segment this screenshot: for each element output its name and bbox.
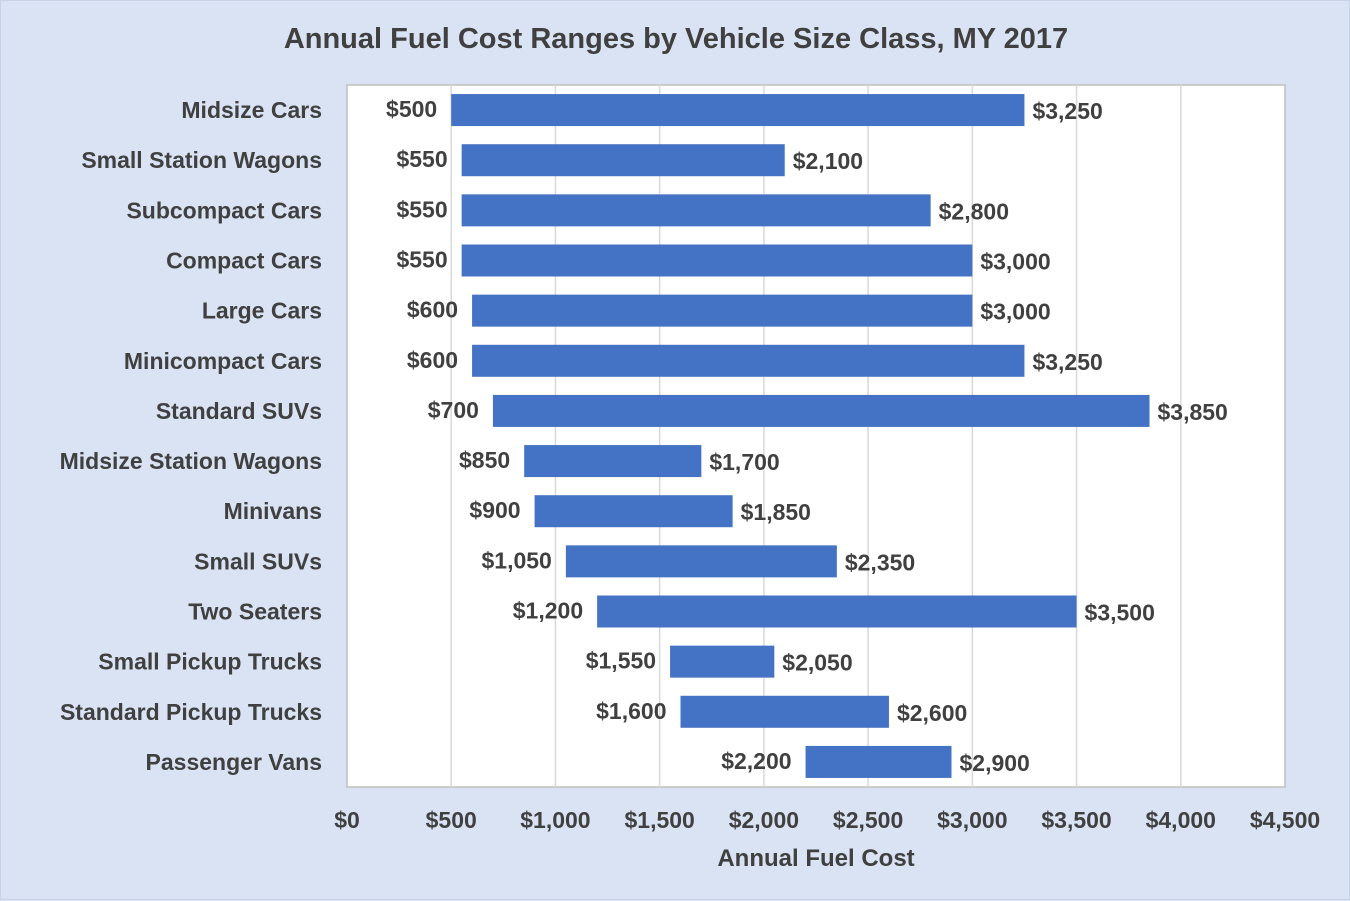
range-bar [472,344,1025,377]
min-value-label: $1,550 [586,648,656,674]
range-bar [524,445,702,478]
min-value-label: $600 [407,347,458,373]
range-bar [565,545,837,578]
max-value-label: $2,900 [959,750,1029,776]
max-value-label: $1,700 [709,449,779,475]
min-value-label: $850 [459,447,510,473]
max-value-label: $3,850 [1158,399,1228,425]
range-bar [461,144,785,177]
category-label: Midsize Cars [181,97,322,123]
min-value-label: $1,200 [513,598,583,624]
max-value-label: $2,100 [793,148,863,174]
category-label: Minivans [224,498,322,524]
range-bar [461,194,931,227]
min-value-label: $900 [469,497,520,523]
min-value-label: $700 [428,397,479,423]
data-labels: $500 $3,250 $550 $2,100 $550 $2,800 $550 $3,000… [386,96,1228,776]
category-label: Subcompact Cars [126,197,322,223]
category-label: Small Pickup Trucks [98,649,322,675]
min-value-label: $600 [407,297,458,323]
x-tick-label: $2,500 [833,807,903,833]
x-tick-label: $4,000 [1146,807,1216,833]
range-bar [670,645,775,678]
min-value-label: $2,200 [721,748,791,774]
max-value-label: $1,850 [741,499,811,525]
range-bar [461,244,973,277]
category-label: Standard Pickup Trucks [60,699,322,725]
x-axis-title: Annual Fuel Cost [717,845,914,872]
category-label: Small Station Wagons [81,147,322,173]
x-tick-label: $0 [334,807,360,833]
category-label: Compact Cars [166,248,322,274]
x-tick-label: $1,000 [520,807,590,833]
bars [451,94,1150,778]
x-tick-labels: $0 $500 $1,000 $1,500 $2,000 $2,500 $3,000 $3,5… [334,807,1320,833]
x-tick-label: $2,000 [729,807,799,833]
range-bar [492,394,1150,427]
min-value-label: $1,600 [596,698,666,724]
category-label: Two Seaters [188,599,322,625]
range-bar [472,294,973,327]
max-value-label: $2,600 [897,700,967,726]
max-value-label: $2,800 [939,198,1009,224]
category-label: Standard SUVs [156,398,322,424]
category-labels: Midsize Cars Small Station Wagons Subcompa… [60,97,322,775]
x-tick-label: $500 [426,807,477,833]
min-value-label: $500 [386,96,437,122]
max-value-label: $3,500 [1085,600,1155,626]
category-label: Small SUVs [194,548,322,574]
x-tick-label: $1,500 [624,807,694,833]
category-label: Large Cars [202,298,322,324]
x-tick-label: $4,500 [1250,807,1320,833]
max-value-label: $3,000 [980,299,1050,325]
min-value-label: $550 [396,196,447,222]
range-bar [597,595,1077,628]
max-value-label: $2,050 [782,650,852,676]
category-label: Midsize Station Wagons [60,448,322,474]
range-bar [680,695,889,728]
max-value-label: $2,350 [845,549,915,575]
x-tick-label: $3,000 [937,807,1007,833]
max-value-label: $3,000 [980,249,1050,275]
range-bar [451,94,1025,127]
range-bar [534,495,733,528]
category-label: Minicompact Cars [124,348,322,374]
max-value-label: $3,250 [1032,349,1102,375]
min-value-label: $550 [396,146,447,172]
range-bar [805,745,952,778]
category-label: Passenger Vans [146,749,322,775]
chart-title: Annual Fuel Cost Ranges by Vehicle Size … [284,23,1068,55]
min-value-label: $550 [396,247,447,273]
min-value-label: $1,050 [482,547,552,573]
x-tick-label: $3,500 [1041,807,1111,833]
plot-area [346,84,1286,788]
max-value-label: $3,250 [1032,98,1102,124]
